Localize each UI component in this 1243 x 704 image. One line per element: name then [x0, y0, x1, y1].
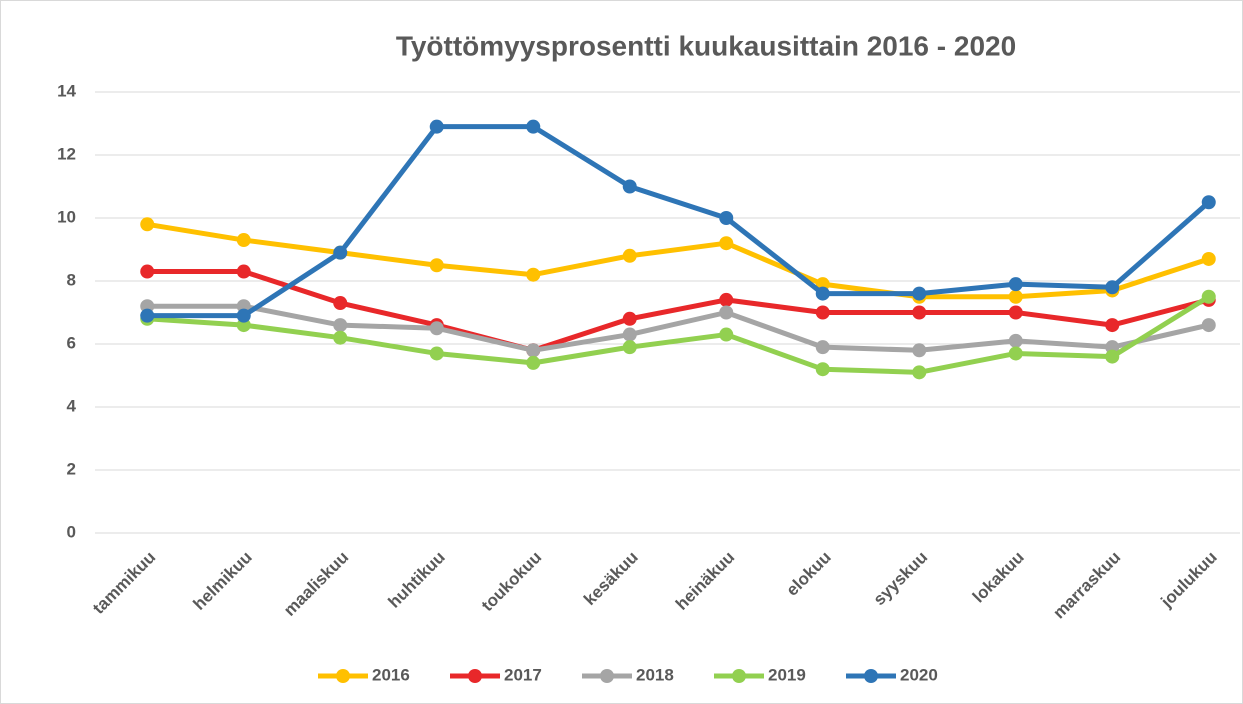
data-point: [1008, 277, 1023, 292]
data-point: [622, 311, 637, 326]
y-tick-label: 12: [57, 144, 76, 163]
data-point: [622, 248, 637, 263]
data-point: [333, 296, 348, 311]
data-point: [429, 119, 444, 134]
legend-marker: [864, 669, 878, 683]
data-point: [1201, 251, 1216, 266]
data-point: [1105, 318, 1120, 333]
data-point: [429, 258, 444, 273]
data-point: [526, 355, 541, 370]
data-point: [912, 365, 927, 380]
data-point: [526, 343, 541, 358]
data-point: [1008, 346, 1023, 361]
series-line: [147, 294, 1211, 375]
data-point: [1201, 289, 1216, 304]
data-point: [140, 264, 155, 279]
series-line: [147, 269, 1210, 353]
legend-label: 2016: [372, 665, 410, 684]
data-point: [526, 119, 541, 134]
data-point: [719, 211, 734, 225]
chart-title: Työttömyysprosentti kuukausittain 2016 -…: [396, 30, 1016, 61]
data-point: [236, 233, 251, 248]
legend-marker: [336, 669, 350, 683]
data-point: [1105, 349, 1120, 364]
data-point: [622, 179, 637, 194]
data-point: [912, 286, 927, 301]
data-point: [815, 362, 830, 377]
legend-marker: [468, 669, 482, 683]
legend-label: 2019: [768, 665, 806, 684]
data-point: [236, 308, 251, 323]
y-tick-label: 6: [67, 333, 76, 352]
data-point: [236, 264, 251, 279]
y-tick-label: 2: [67, 459, 76, 478]
y-tick-label: 8: [67, 270, 76, 289]
data-point: [526, 267, 541, 282]
data-point: [429, 346, 444, 361]
y-tick-label: 0: [67, 522, 76, 541]
data-point: [815, 305, 830, 320]
data-point: [140, 217, 155, 232]
data-point: [719, 236, 734, 251]
series-line: [147, 303, 1210, 353]
data-point: [140, 308, 155, 323]
data-point: [333, 318, 348, 333]
data-point: [1201, 318, 1216, 333]
data-point: [622, 327, 637, 342]
y-tick-label: 10: [57, 207, 76, 226]
data-point: [622, 340, 637, 355]
data-point: [429, 321, 444, 336]
series-line: [147, 124, 1211, 319]
data-point: [333, 330, 348, 345]
legend-marker: [732, 669, 746, 683]
data-point: [1008, 305, 1023, 320]
data-point: [1008, 333, 1023, 348]
legend-marker: [600, 669, 614, 683]
legend-label: 2020: [900, 665, 938, 684]
legend-label: 2017: [504, 665, 542, 684]
data-point: [1201, 195, 1216, 210]
data-point: [912, 343, 927, 358]
data-point: [719, 305, 734, 320]
y-tick-label: 4: [67, 396, 77, 415]
data-point: [912, 305, 927, 320]
data-point: [719, 292, 734, 307]
y-tick-label: 14: [57, 81, 76, 100]
data-point: [1008, 289, 1023, 304]
data-point: [815, 340, 830, 355]
series-line: [146, 221, 1210, 300]
data-point: [815, 286, 830, 301]
legend-label: 2018: [636, 665, 674, 684]
data-point: [1105, 280, 1120, 295]
data-point: [333, 245, 348, 260]
data-point: [719, 327, 734, 342]
